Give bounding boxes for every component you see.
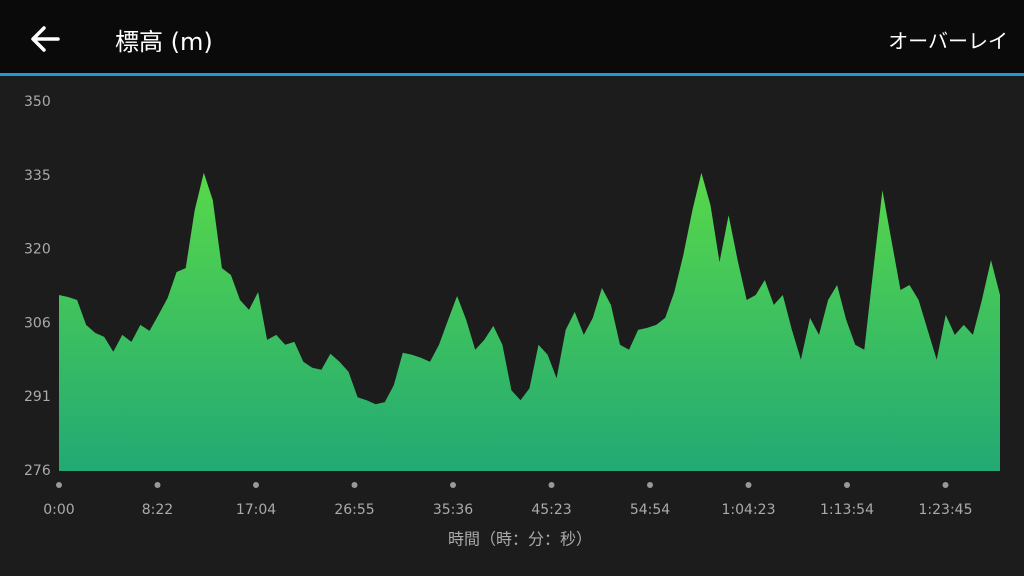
chart: 276 291 306 320 335 350 0:00 8:22 17:04 26:55 35:3… xyxy=(24,94,1000,549)
y-tick-label: 291 xyxy=(24,389,51,405)
x-tick-label: 26:55 xyxy=(334,502,374,518)
y-tick-label: 320 xyxy=(24,242,51,258)
elevation-area xyxy=(59,172,1000,472)
tick-dot xyxy=(844,482,850,488)
tick-dot xyxy=(56,482,62,488)
x-tick-label: 8:22 xyxy=(142,502,173,518)
header-bar: 標高 (m) オーバーレイ xyxy=(0,0,1024,76)
overlay-button[interactable]: オーバーレイ xyxy=(888,29,1008,53)
tick-dot xyxy=(351,482,358,488)
tick-dot xyxy=(942,482,949,488)
x-tick-label: 0:00 xyxy=(43,502,74,518)
tick-dot xyxy=(548,482,555,488)
tick-dot xyxy=(154,482,161,488)
screen-title: 標高 (m) xyxy=(115,28,213,56)
x-tick-label: 1:23:45 xyxy=(919,502,973,518)
x-tick-label: 45:23 xyxy=(531,502,571,518)
x-tick-label: 1:13:54 xyxy=(820,502,874,518)
x-tick-label: 17:04 xyxy=(236,502,276,518)
x-tick-label: 35:36 xyxy=(433,502,473,518)
tick-dot xyxy=(253,482,259,488)
y-tick-label: 306 xyxy=(24,315,51,331)
y-tick-label: 350 xyxy=(24,94,51,110)
x-tick-label: 1:04:23 xyxy=(722,502,776,518)
tick-dot xyxy=(450,482,456,488)
tick-dot xyxy=(745,482,752,488)
y-tick-label: 276 xyxy=(24,463,51,479)
tick-dot xyxy=(647,482,653,488)
back-button[interactable] xyxy=(28,22,62,56)
y-tick-label: 335 xyxy=(24,168,51,184)
x-axis-title: 時間（時：分：秒） xyxy=(448,530,592,549)
x-tick-label: 54:54 xyxy=(630,502,670,518)
